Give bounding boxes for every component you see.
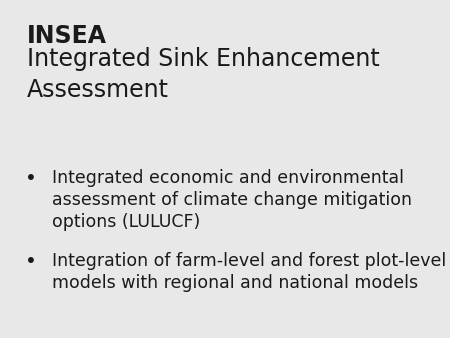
Text: Integration of farm-level and forest plot-level
models with regional and nationa: Integration of farm-level and forest plo… (52, 252, 446, 292)
Text: INSEA: INSEA (27, 24, 107, 48)
Text: Integrated Sink Enhancement
Assessment: Integrated Sink Enhancement Assessment (27, 47, 380, 102)
Text: •: • (25, 252, 36, 271)
Text: •: • (25, 169, 36, 188)
Text: Integrated economic and environmental
assessment of climate change mitigation
op: Integrated economic and environmental as… (52, 169, 412, 232)
